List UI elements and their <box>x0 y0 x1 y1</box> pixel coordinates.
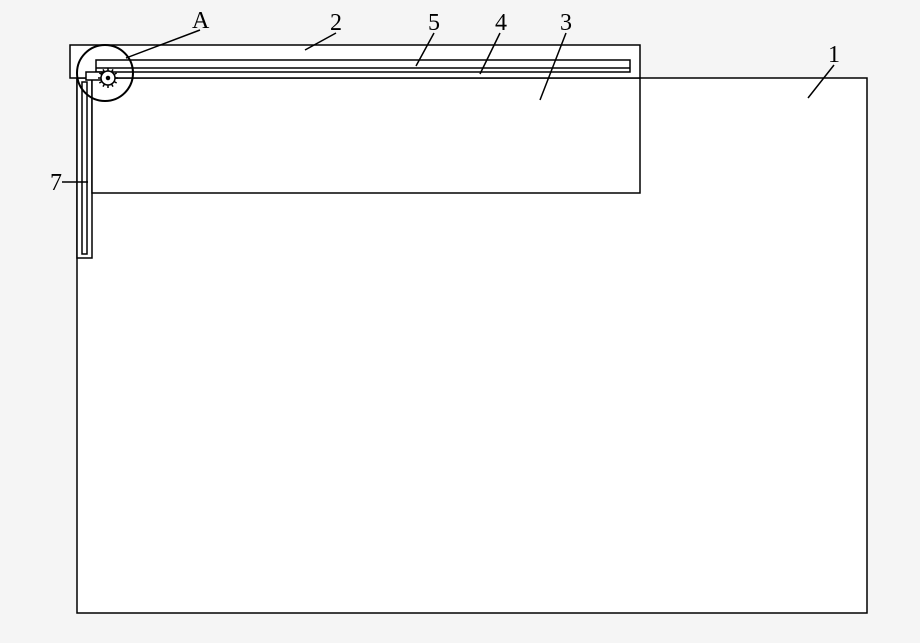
label-3: 3 <box>560 10 572 37</box>
label-4: 4 <box>495 10 507 37</box>
label-A: A <box>192 8 209 35</box>
label-1: 1 <box>828 42 840 69</box>
label-7: 7 <box>50 170 62 197</box>
diagram-svg <box>0 0 920 643</box>
diagram-root: A 1 2 3 4 5 7 <box>0 0 920 643</box>
label-2: 2 <box>330 10 342 37</box>
label-5: 5 <box>428 10 440 37</box>
